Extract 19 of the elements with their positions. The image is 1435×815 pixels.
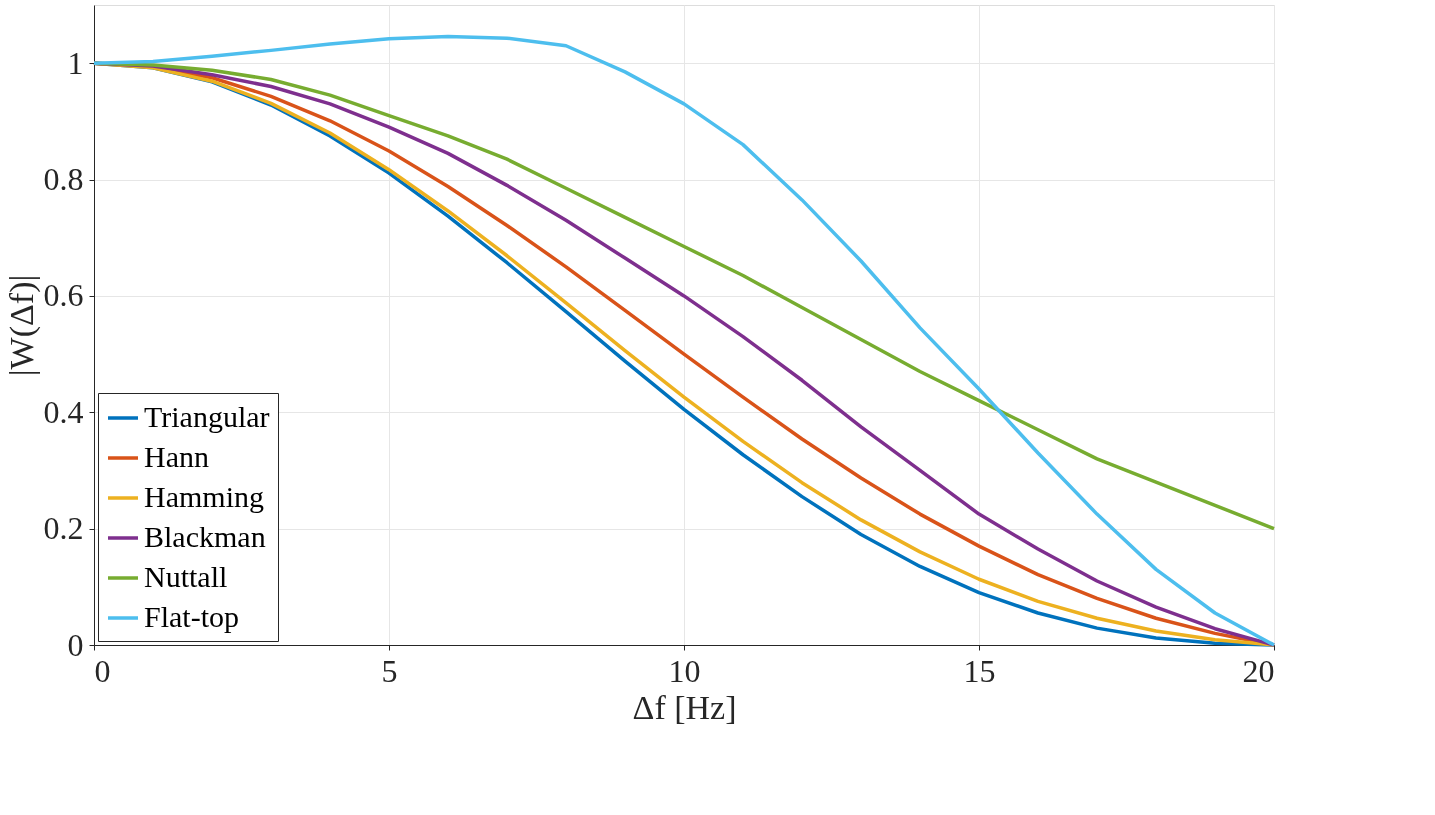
x-tick-label: 0 [94, 652, 111, 689]
x-axis-title: Δf [Hz] [632, 688, 737, 726]
legend-label: Hann [144, 440, 209, 473]
y-axis-title: |W(Δf)| [2, 274, 41, 377]
y-tick-label: 1 [67, 44, 84, 81]
x-tick-label: 15 [963, 652, 996, 689]
x-tick-label: 5 [381, 652, 398, 689]
x-tick-label: 20 [1242, 652, 1275, 689]
legend-label: Triangular [144, 400, 270, 433]
x-tick-label: 10 [668, 652, 701, 689]
y-tick-label: 0.4 [43, 393, 84, 430]
legend-label: Flat-top [144, 600, 239, 633]
y-tick-label: 0.8 [43, 161, 84, 198]
y-tick-label: 0.2 [43, 510, 84, 547]
legend-label: Nuttall [144, 560, 228, 593]
y-tick-label: 0.6 [43, 277, 84, 314]
legend-label: Hamming [144, 480, 264, 513]
y-tick-label: 0 [67, 626, 84, 663]
legend-label: Blackman [144, 520, 266, 553]
